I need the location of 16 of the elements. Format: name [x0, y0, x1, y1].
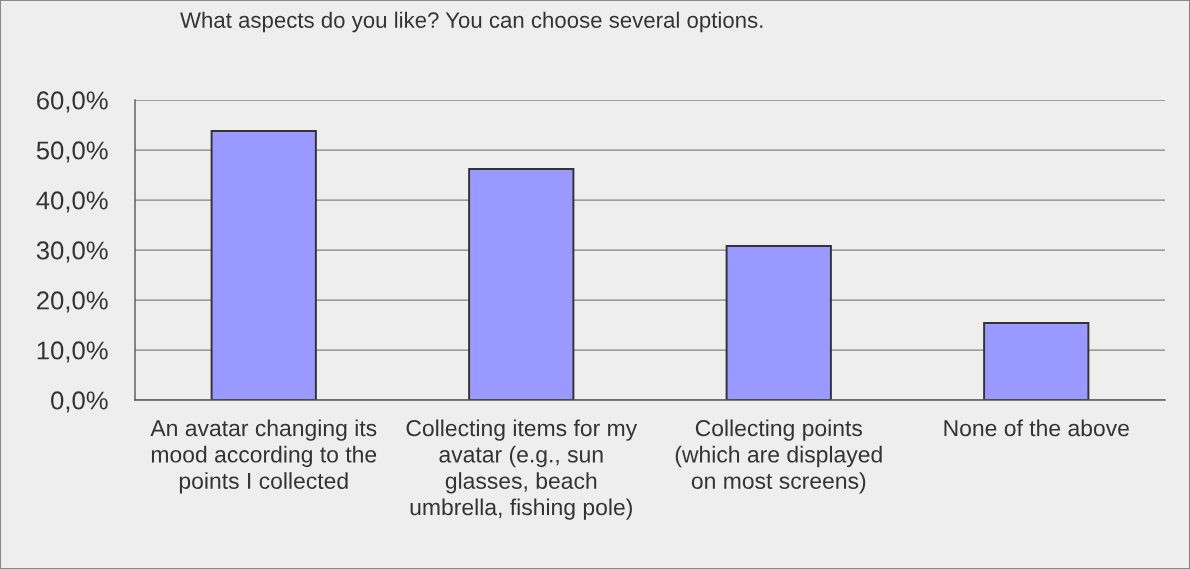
bar [725, 245, 832, 400]
bar [983, 322, 1090, 400]
chart-title: What aspects do you like? You can choose several options. [180, 11, 763, 33]
x-tick-label: None of the above [944, 419, 1129, 437]
bar [210, 130, 317, 400]
x-tick-label: Collecting points (which are displayed on most screens) [675, 419, 882, 494]
y-tick-label: 20,0% [37, 291, 108, 313]
y-tick-label: 30,0% [36, 241, 108, 263]
x-tick-label: Collecting items for my avatar (e.g., sun glasses, beach umbrella, fishing pole) [406, 419, 638, 520]
y-tick-label: 0,0% [51, 391, 108, 413]
y-tick-label: 40,0% [36, 191, 108, 213]
y-tick-label: 10,0% [37, 341, 108, 363]
x-tick-label: An avatar changing its mood according to the points I collected [150, 419, 377, 494]
y-tick-label: 60,0% [37, 91, 108, 113]
bar [468, 168, 575, 400]
y-tick-label: 50,0% [36, 141, 108, 163]
